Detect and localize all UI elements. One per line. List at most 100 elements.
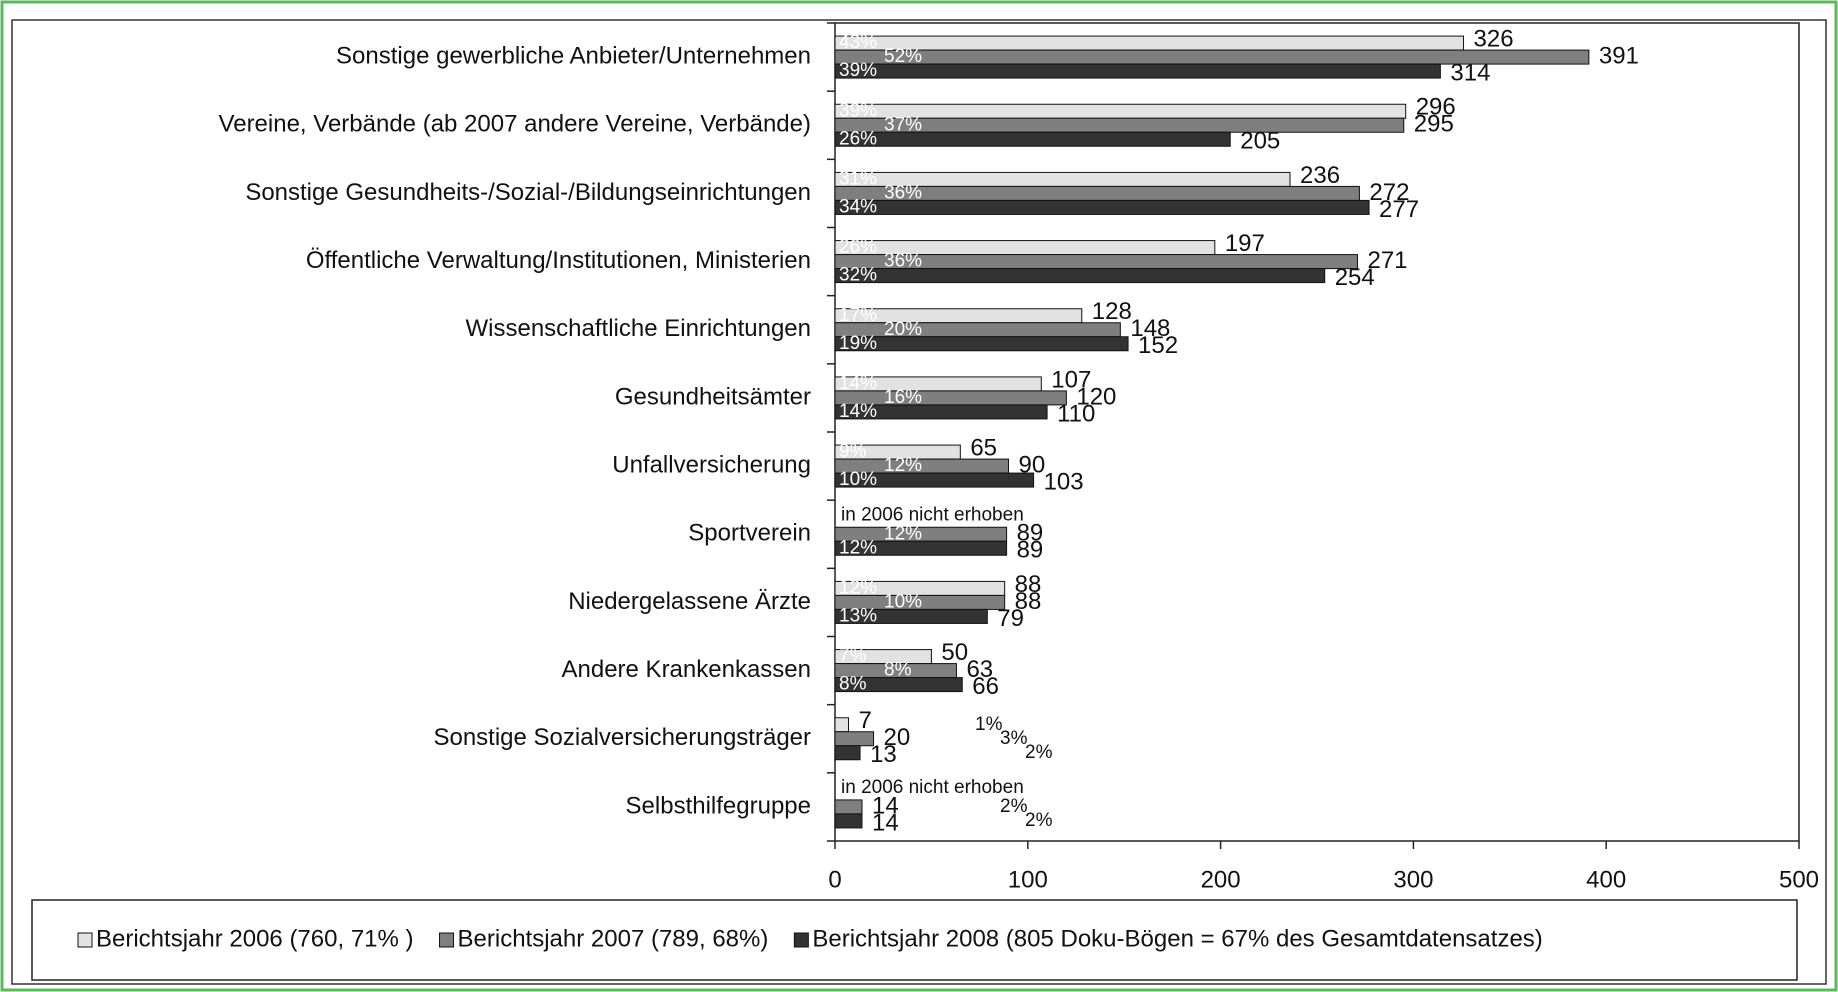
value-label: 14	[872, 792, 899, 819]
value-label: 63	[966, 656, 993, 683]
share-label: 26%	[839, 128, 877, 149]
share-label: 2%	[1000, 796, 1028, 817]
value-label: 314	[1450, 59, 1490, 86]
value-label: 277	[1379, 196, 1419, 223]
share-label: 9%	[839, 441, 867, 462]
x-tick-label: 100	[1008, 866, 1048, 893]
share-label: 14%	[839, 373, 877, 394]
share-label: 16%	[884, 387, 922, 408]
bar	[834, 472, 1035, 488]
category-label: Gesundheitsämter	[615, 383, 811, 410]
share-label: 31%	[839, 168, 877, 189]
share-label: 20%	[884, 319, 922, 340]
value-label: 88	[1015, 588, 1042, 615]
value-label: 205	[1240, 128, 1280, 155]
legend-swatch	[439, 932, 455, 948]
share-label: 39%	[839, 100, 877, 121]
category-label: Sportverein	[688, 520, 811, 547]
frame	[11, 19, 1827, 985]
bar	[834, 608, 988, 624]
value-label: 65	[970, 434, 997, 461]
share-label: 43%	[839, 32, 877, 53]
value-label: 110	[1057, 400, 1095, 427]
value-label: 272	[1369, 179, 1409, 206]
value-label: 103	[1044, 468, 1084, 495]
note: in 2006 nicht erhoben	[841, 504, 1024, 525]
share-label: 10%	[839, 469, 877, 490]
legend-label: Berichtsjahr 2008 (805 Doku-Bögen = 67% …	[812, 925, 1542, 952]
bar	[834, 731, 875, 747]
value-label: 13	[870, 741, 897, 768]
bar	[834, 322, 1121, 338]
share-label: 26%	[839, 237, 877, 258]
category-label: Unfallversicherung	[612, 451, 811, 478]
bar	[834, 63, 1441, 79]
share-label: 52%	[884, 46, 922, 67]
legend-swatch	[793, 932, 809, 948]
share-label: 36%	[884, 182, 922, 203]
x-tick-label: 300	[1393, 866, 1433, 893]
value-label: 88	[1015, 571, 1042, 598]
value-label: 197	[1225, 230, 1265, 257]
share-label: 7%	[839, 646, 867, 667]
share-label: 12%	[884, 523, 922, 544]
share-label: 13%	[839, 605, 877, 626]
category-label: Selbsthilfegruppe	[626, 792, 811, 819]
value-label: 295	[1414, 111, 1454, 138]
bar	[834, 540, 1008, 556]
value-label: 391	[1599, 42, 1639, 69]
value-label: 236	[1300, 162, 1340, 189]
share-label: 32%	[839, 265, 877, 286]
x-tick-label: 500	[1779, 866, 1819, 893]
share-label: 2%	[1025, 742, 1053, 763]
x-tick-label: 0	[828, 866, 841, 893]
legend-label: Berichtsjahr 2007 (789, 68%)	[458, 925, 769, 952]
share-label: 8%	[884, 660, 912, 681]
share-label: 36%	[884, 251, 922, 272]
value-label: 7	[858, 707, 871, 734]
share-label: 12%	[839, 577, 877, 598]
category-label: Öffentliche Verwaltung/Institutionen, Mi…	[306, 247, 811, 274]
note: in 2006 nicht erhoben	[841, 777, 1024, 798]
bar	[834, 717, 849, 733]
value-label: 128	[1092, 298, 1132, 325]
bar	[834, 131, 1231, 147]
bar	[834, 813, 863, 829]
value-label: 152	[1138, 332, 1178, 359]
category-label: Sonstige Gesundheits-/Sozial-/Bildungsei…	[245, 179, 811, 206]
value-label: 89	[1017, 520, 1044, 547]
value-label: 254	[1335, 264, 1375, 291]
bar	[834, 199, 1370, 215]
bar	[834, 268, 1326, 284]
value-label: 107	[1051, 366, 1091, 393]
category-label: Niedergelassene Ärzte	[568, 588, 811, 615]
share-label: 39%	[839, 60, 877, 81]
x-tick-label: 200	[1201, 866, 1241, 893]
share-label: 17%	[839, 305, 877, 326]
share-label: 8%	[839, 674, 867, 695]
share-label: 14%	[839, 401, 877, 422]
share-label: 3%	[1000, 728, 1028, 749]
category-label: Wissenschaftliche Einrichtungen	[465, 315, 811, 342]
value-label: 79	[997, 605, 1024, 632]
share-label: 12%	[884, 455, 922, 476]
value-label: 148	[1130, 315, 1170, 342]
share-label: 2%	[1025, 810, 1053, 831]
x-tick-label: 400	[1586, 866, 1626, 893]
value-label: 66	[972, 673, 999, 700]
legend-swatch	[77, 932, 93, 948]
value-label: 326	[1474, 25, 1514, 52]
value-label: 14	[872, 809, 899, 836]
category-label: Andere Krankenkassen	[562, 656, 812, 683]
share-label: 12%	[839, 537, 877, 558]
category-label: Sonstige Sozialversicherungsträger	[433, 724, 811, 751]
bar	[834, 745, 861, 761]
bar	[834, 35, 1465, 51]
category-label: Vereine, Verbände (ab 2007 andere Verein…	[219, 111, 811, 138]
share-label: 10%	[884, 591, 922, 612]
value-label: 20	[884, 724, 911, 751]
value-label: 50	[941, 639, 968, 666]
category-label: Sonstige gewerbliche Anbieter/Unternehme…	[336, 42, 811, 69]
